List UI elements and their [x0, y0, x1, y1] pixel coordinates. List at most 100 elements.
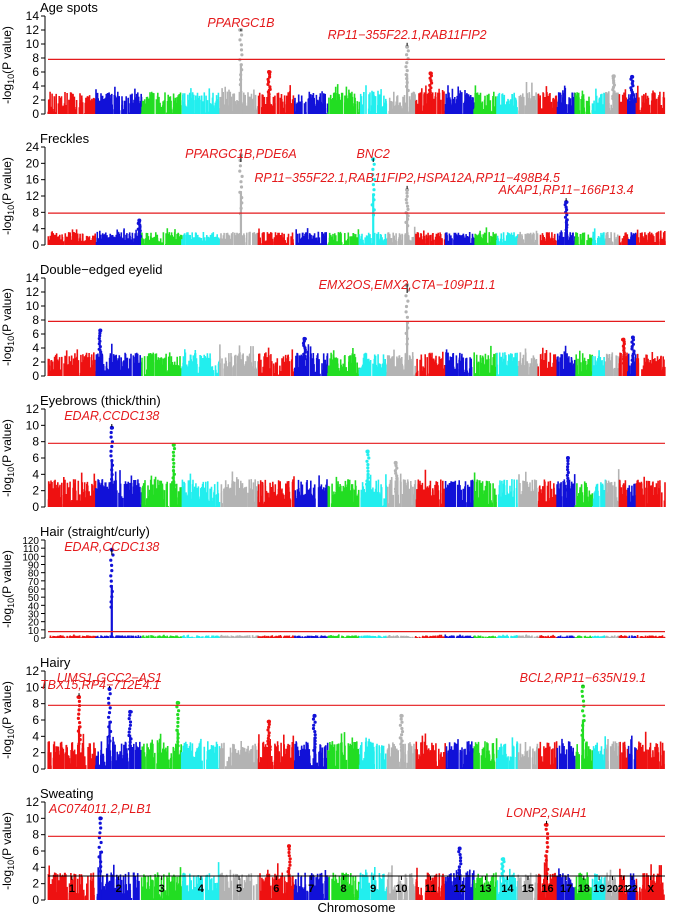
chr-13-points: [473, 85, 498, 114]
peak-point: [77, 699, 81, 704]
peak-point: [109, 454, 113, 458]
peak-point: [77, 708, 81, 712]
y-tick-label: 70: [28, 577, 40, 588]
chr-8-points: [327, 229, 360, 245]
chr-15-points: [517, 230, 539, 245]
peak-point: [311, 717, 316, 721]
peak-point: [372, 193, 376, 197]
y-tick-label: 6: [32, 327, 39, 341]
chr-12-points: [444, 479, 474, 507]
gene-annotation: PPARGC1B,PDE6A: [185, 147, 297, 161]
chr-1-points: [47, 229, 97, 245]
peak-point: [98, 821, 102, 825]
peak-point: [581, 699, 586, 703]
chr-7-points: [294, 91, 329, 114]
peak-top-point: [137, 218, 142, 223]
peak-point: [566, 468, 570, 472]
chr-1-points: [47, 472, 97, 507]
y-tick-label: 10: [26, 680, 40, 694]
chr-19-points: [592, 479, 607, 507]
peak-point: [458, 853, 462, 857]
peak-point: [239, 73, 243, 77]
chr-7-points: [295, 228, 327, 245]
peak-point: [267, 750, 271, 755]
chr-16-points: [537, 634, 558, 638]
chr-8-points: [328, 872, 361, 900]
y-tick-label: 8: [32, 435, 39, 449]
gene-annotation: LIMS1,GCC2−AS1: [57, 671, 162, 685]
chr-X-points: [636, 229, 666, 245]
peak-point: [110, 477, 114, 481]
chr-15-points: [517, 634, 539, 638]
peak-point: [564, 220, 569, 224]
peak-point: [546, 832, 550, 836]
peak-point: [580, 689, 584, 694]
peak-point: [500, 884, 504, 888]
y-tick-label: 0: [33, 634, 39, 645]
gene-annotation: TBX15,RP4−712E4.1: [40, 678, 160, 692]
peak-point: [172, 454, 176, 458]
peak-point: [108, 692, 112, 696]
peak-top-point: [393, 460, 398, 465]
chr-1-points: [47, 865, 95, 900]
peak-point: [429, 86, 433, 90]
chr-11-points: [415, 733, 446, 769]
y-tick-label: 20: [26, 156, 40, 170]
peak-point: [303, 350, 307, 354]
y-axis-label: -log10(P value): [0, 419, 16, 497]
peak-point: [563, 215, 568, 219]
peak-point: [398, 723, 402, 727]
chr-2-points: [95, 470, 143, 507]
peak-top-point: [565, 456, 570, 460]
peak-point: [566, 482, 571, 486]
chr-21-points: [618, 868, 629, 900]
y-tick-label: 60: [28, 585, 40, 596]
y-tick-label: 10: [26, 418, 40, 432]
peak-point: [313, 739, 317, 743]
peak-point: [176, 720, 180, 725]
y-tick-label: 6: [32, 451, 39, 465]
peak-point: [268, 85, 272, 89]
x-tick-label: 17: [560, 883, 572, 895]
peak-point: [99, 865, 103, 869]
peak-point: [395, 474, 399, 478]
peak-point: [240, 196, 244, 200]
peak-point: [288, 857, 292, 861]
y-tick-label: 4: [32, 860, 39, 874]
peak-point: [110, 569, 114, 573]
peak-point: [457, 865, 461, 869]
chr-20-points: [605, 635, 620, 638]
y-tick-label: 100: [22, 552, 39, 563]
peak-point: [394, 482, 399, 486]
peak-point: [110, 463, 115, 467]
chr-18-points: [575, 736, 593, 769]
peak-point: [127, 733, 131, 738]
chr-17-points: [556, 738, 576, 769]
chr-13-points: [473, 635, 497, 638]
chr-15-points: [518, 471, 538, 507]
peak-point: [240, 174, 244, 178]
peak-point: [581, 738, 585, 742]
peak-point: [287, 850, 291, 855]
peak-point: [99, 358, 103, 362]
chr-17-points: [556, 345, 576, 376]
peak-point: [404, 198, 408, 202]
peak-point: [501, 869, 506, 873]
peak-point: [171, 450, 175, 454]
peak-point: [406, 217, 410, 221]
x-tick-label: 19: [593, 883, 605, 895]
peak-point: [544, 827, 548, 831]
chr-6-points: [257, 476, 295, 507]
y-tick-label: 2: [32, 746, 39, 760]
peak-point: [612, 92, 616, 96]
x-tick-label: 13: [479, 883, 491, 895]
peak-point: [176, 736, 180, 740]
peak-point: [371, 172, 375, 177]
points-layer: [47, 28, 666, 114]
peak-point: [372, 188, 376, 192]
peak-point: [287, 847, 291, 851]
peak-point: [266, 736, 270, 741]
y-tick-label: 12: [26, 664, 40, 678]
peak-point: [394, 490, 398, 494]
